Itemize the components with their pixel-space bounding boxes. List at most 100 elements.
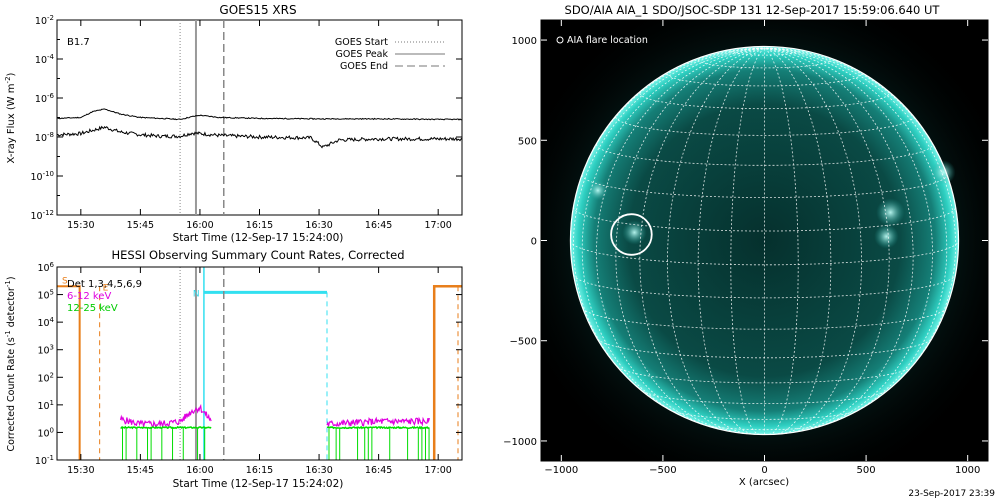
- legend-flare-label: AIA flare location: [567, 35, 648, 46]
- goes-xrs-plot: GOES15 XRS 10-12 10-10 10-8 10-6 10-4 10-2 15…: [4, 3, 463, 244]
- goes-x-tick-label: 16:45: [365, 220, 392, 231]
- hessi-y-tick-label: 100: [37, 426, 54, 439]
- hessi-y-ticks: 10-1 100 101 102 103 104 105 106: [35, 261, 462, 467]
- saa-flag-label: S: [62, 276, 68, 286]
- hessi-y-tick-label: 104: [37, 316, 54, 329]
- goes-y-tick-label: 10-10: [30, 170, 54, 183]
- goes-x-tick-label: 15:30: [67, 220, 94, 231]
- aia-y-tick-label: −500: [510, 337, 537, 348]
- goes-y-tick-label: 10-4: [35, 53, 55, 66]
- active-regions: [587, 160, 956, 249]
- hessi-x-tick-label: 15:30: [67, 465, 94, 476]
- aia-y-ticks: −1000 −500 0 500 1000: [503, 36, 988, 448]
- hessi-y-tick-label: 10-1: [35, 454, 54, 467]
- legend-goes-peak: GOES Peak: [336, 49, 389, 60]
- hessi-x-tick-label: 16:30: [305, 465, 332, 476]
- grid-line: [573, 207, 956, 232]
- hessi-x-tick-label: 15:45: [127, 465, 154, 476]
- grid-line: [596, 144, 933, 166]
- legend-6-12-kev: 6-12 keV: [67, 291, 111, 302]
- night-flag-label: N: [193, 289, 200, 299]
- goes-x-axis-label: Start Time (12-Sep-17 15:24:00): [173, 232, 344, 244]
- grid-line: [764, 47, 862, 435]
- grid-line: [570, 240, 959, 266]
- grid-line: [697, 47, 765, 435]
- goes-y-ticks: 10-12 10-10 10-8 10-6 10-4 10-2: [30, 14, 462, 222]
- grid-line: [764, 47, 914, 433]
- grid-line: [615, 47, 765, 433]
- grid-line: [641, 390, 888, 404]
- grid-line: [597, 338, 932, 359]
- goes-y-tick-label: 10-12: [30, 209, 54, 222]
- saa-flag-right: [432, 285, 462, 460]
- legend-12-25-kev: 12-25 keV: [67, 303, 118, 314]
- goes-short-channel-line: [57, 125, 462, 149]
- grid-line: [697, 59, 832, 69]
- aia-title: SDO/AIA AIA_1 SDO/JSOC-SDP 131 12-Sep-20…: [565, 3, 941, 17]
- aia-flare-location-circle: [610, 213, 653, 256]
- heliographic-grid: [570, 47, 959, 435]
- grid-line: [764, 47, 948, 423]
- goes-x-tick-label: 15:45: [127, 220, 154, 231]
- hessi-title: HESSI Observing Summary Count Rates, Cor…: [111, 248, 404, 262]
- goes-legend: GOES Start GOES Peak GOES End: [335, 37, 445, 72]
- goes-x-ticks: 15:30 15:45 16:00 16:15 16:30 16:45 17:00: [67, 20, 452, 231]
- grid-line: [730, 50, 799, 56]
- grid-line: [581, 47, 765, 423]
- hessi-y-axis-label: Corrected Count Rate (s-1 detector-1): [4, 276, 17, 451]
- aia-x-tick-label: −500: [649, 465, 676, 476]
- grid-line: [667, 47, 765, 435]
- legend-flare-icon: [556, 36, 564, 44]
- hessi-count-rate-plot: HESSI Observing Summary Count Rates, Cor…: [4, 248, 463, 490]
- aia-x-tick-label: 1000: [955, 465, 980, 476]
- grid-line: [582, 307, 947, 330]
- grid-line: [639, 92, 890, 110]
- hessi-y-tick-label: 103: [37, 344, 54, 357]
- goes-class-label: B1.7: [67, 37, 90, 48]
- goes-y-axis-label: X-ray Flux (W m-2): [4, 72, 17, 163]
- hessi-y-tick-label: 101: [37, 399, 54, 412]
- aia-x-tick-label: 500: [857, 465, 876, 476]
- grid-line: [581, 174, 948, 198]
- grid-line: [617, 366, 912, 384]
- grid-line: [764, 47, 957, 396]
- active-region-brightening: [876, 198, 905, 227]
- aia-x-ticks: −1000 −500 0 500 1000: [544, 20, 980, 476]
- goes-y-tick-label: 10-8: [35, 131, 54, 144]
- active-region-brightening: [931, 160, 956, 185]
- grid-line: [702, 424, 827, 431]
- grid-line: [764, 47, 959, 241]
- aia-x-tick-label: 0: [761, 465, 767, 476]
- grid-line: [615, 116, 914, 136]
- grid-line: [639, 47, 765, 434]
- goes-title: GOES15 XRS: [219, 3, 296, 17]
- hessi-6-12-kev-line: [119, 403, 430, 429]
- aia-y-tick-label: 500: [518, 136, 537, 147]
- grid-line: [764, 47, 890, 434]
- legend-goes-end: GOES End: [340, 61, 388, 72]
- solar-limb: [569, 45, 960, 436]
- aia-x-tick-label: −1000: [544, 465, 578, 476]
- footer-date: 23-Sep-2017 23:39: [908, 489, 995, 499]
- grid-line: [764, 47, 832, 435]
- hessi-12-25-kev-dropouts: [122, 427, 430, 460]
- goes-x-tick-label: 17:00: [424, 220, 451, 231]
- hessi-12-25-kev-line: [120, 425, 430, 430]
- eclipse-flag-label: E: [103, 283, 109, 293]
- aia-131-image: SDO/AIA AIA_1 SDO/JSOC-SDP 131 12-Sep-20…: [503, 3, 995, 499]
- aia-x-axis-label: X (arcsec): [739, 477, 789, 488]
- goes-y-tick-label: 10-2: [35, 14, 54, 27]
- hessi-x-tick-label: 16:15: [246, 465, 273, 476]
- hessi-x-axis-label: Start Time (12-Sep-17 15:24:02): [173, 478, 344, 490]
- grid-line: [572, 47, 765, 396]
- aia-y-tick-label: 1000: [512, 36, 537, 47]
- aia-y-tick-label: −1000: [503, 437, 537, 448]
- goes-x-tick-label: 16:30: [305, 220, 332, 231]
- aia-y-tick-label: 0: [531, 237, 537, 248]
- active-region-brightening: [874, 224, 899, 249]
- grid-line: [764, 47, 933, 430]
- hessi-x-tick-label: 16:00: [186, 465, 213, 476]
- goes-y-tick-label: 10-6: [35, 92, 55, 105]
